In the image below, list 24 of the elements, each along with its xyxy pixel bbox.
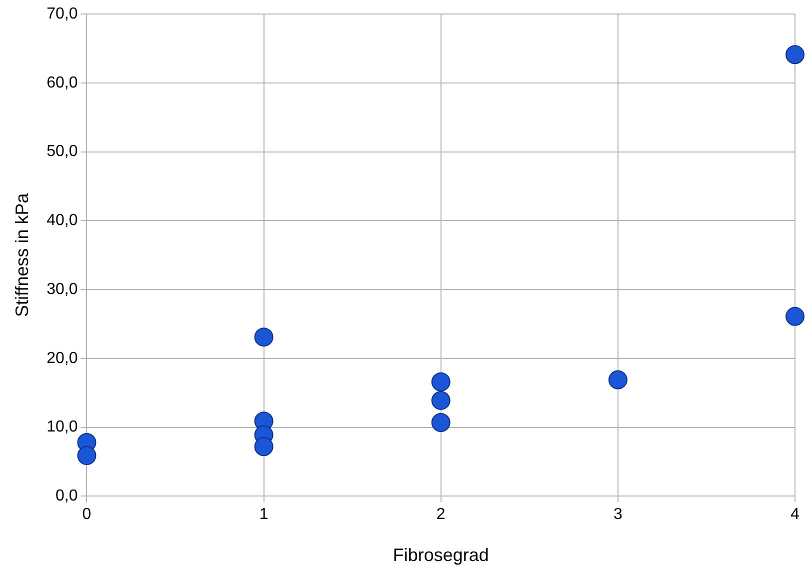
x-tick-label: 1 bbox=[259, 506, 268, 524]
point bbox=[431, 390, 450, 410]
point bbox=[786, 306, 804, 326]
y-tick-label: 10,0 bbox=[46, 418, 78, 436]
point bbox=[786, 45, 804, 64]
x-tick-label: 4 bbox=[790, 506, 800, 524]
point bbox=[254, 437, 274, 456]
x-tick-label: 3 bbox=[613, 506, 622, 524]
point bbox=[431, 412, 450, 432]
y-axis-title: Stiffness in kPa bbox=[12, 192, 32, 317]
x-tick-label: 2 bbox=[436, 506, 446, 524]
y-tick-label: 30,0 bbox=[46, 280, 78, 298]
x-axis-title: Fibrosegrad bbox=[392, 545, 489, 566]
y-tick-label: 20,0 bbox=[46, 350, 78, 367]
y-tick-label: 40,0 bbox=[46, 212, 78, 230]
point bbox=[608, 370, 628, 390]
point bbox=[254, 328, 274, 347]
y-tick-label: 70,0 bbox=[46, 5, 78, 22]
point bbox=[431, 372, 450, 392]
x-tick-label: 0 bbox=[82, 506, 92, 524]
point bbox=[77, 446, 96, 466]
y-tick-label: 0,0 bbox=[55, 488, 78, 505]
y-tick-label: 60,0 bbox=[46, 74, 78, 92]
y-tick-label: 50,0 bbox=[46, 143, 78, 160]
